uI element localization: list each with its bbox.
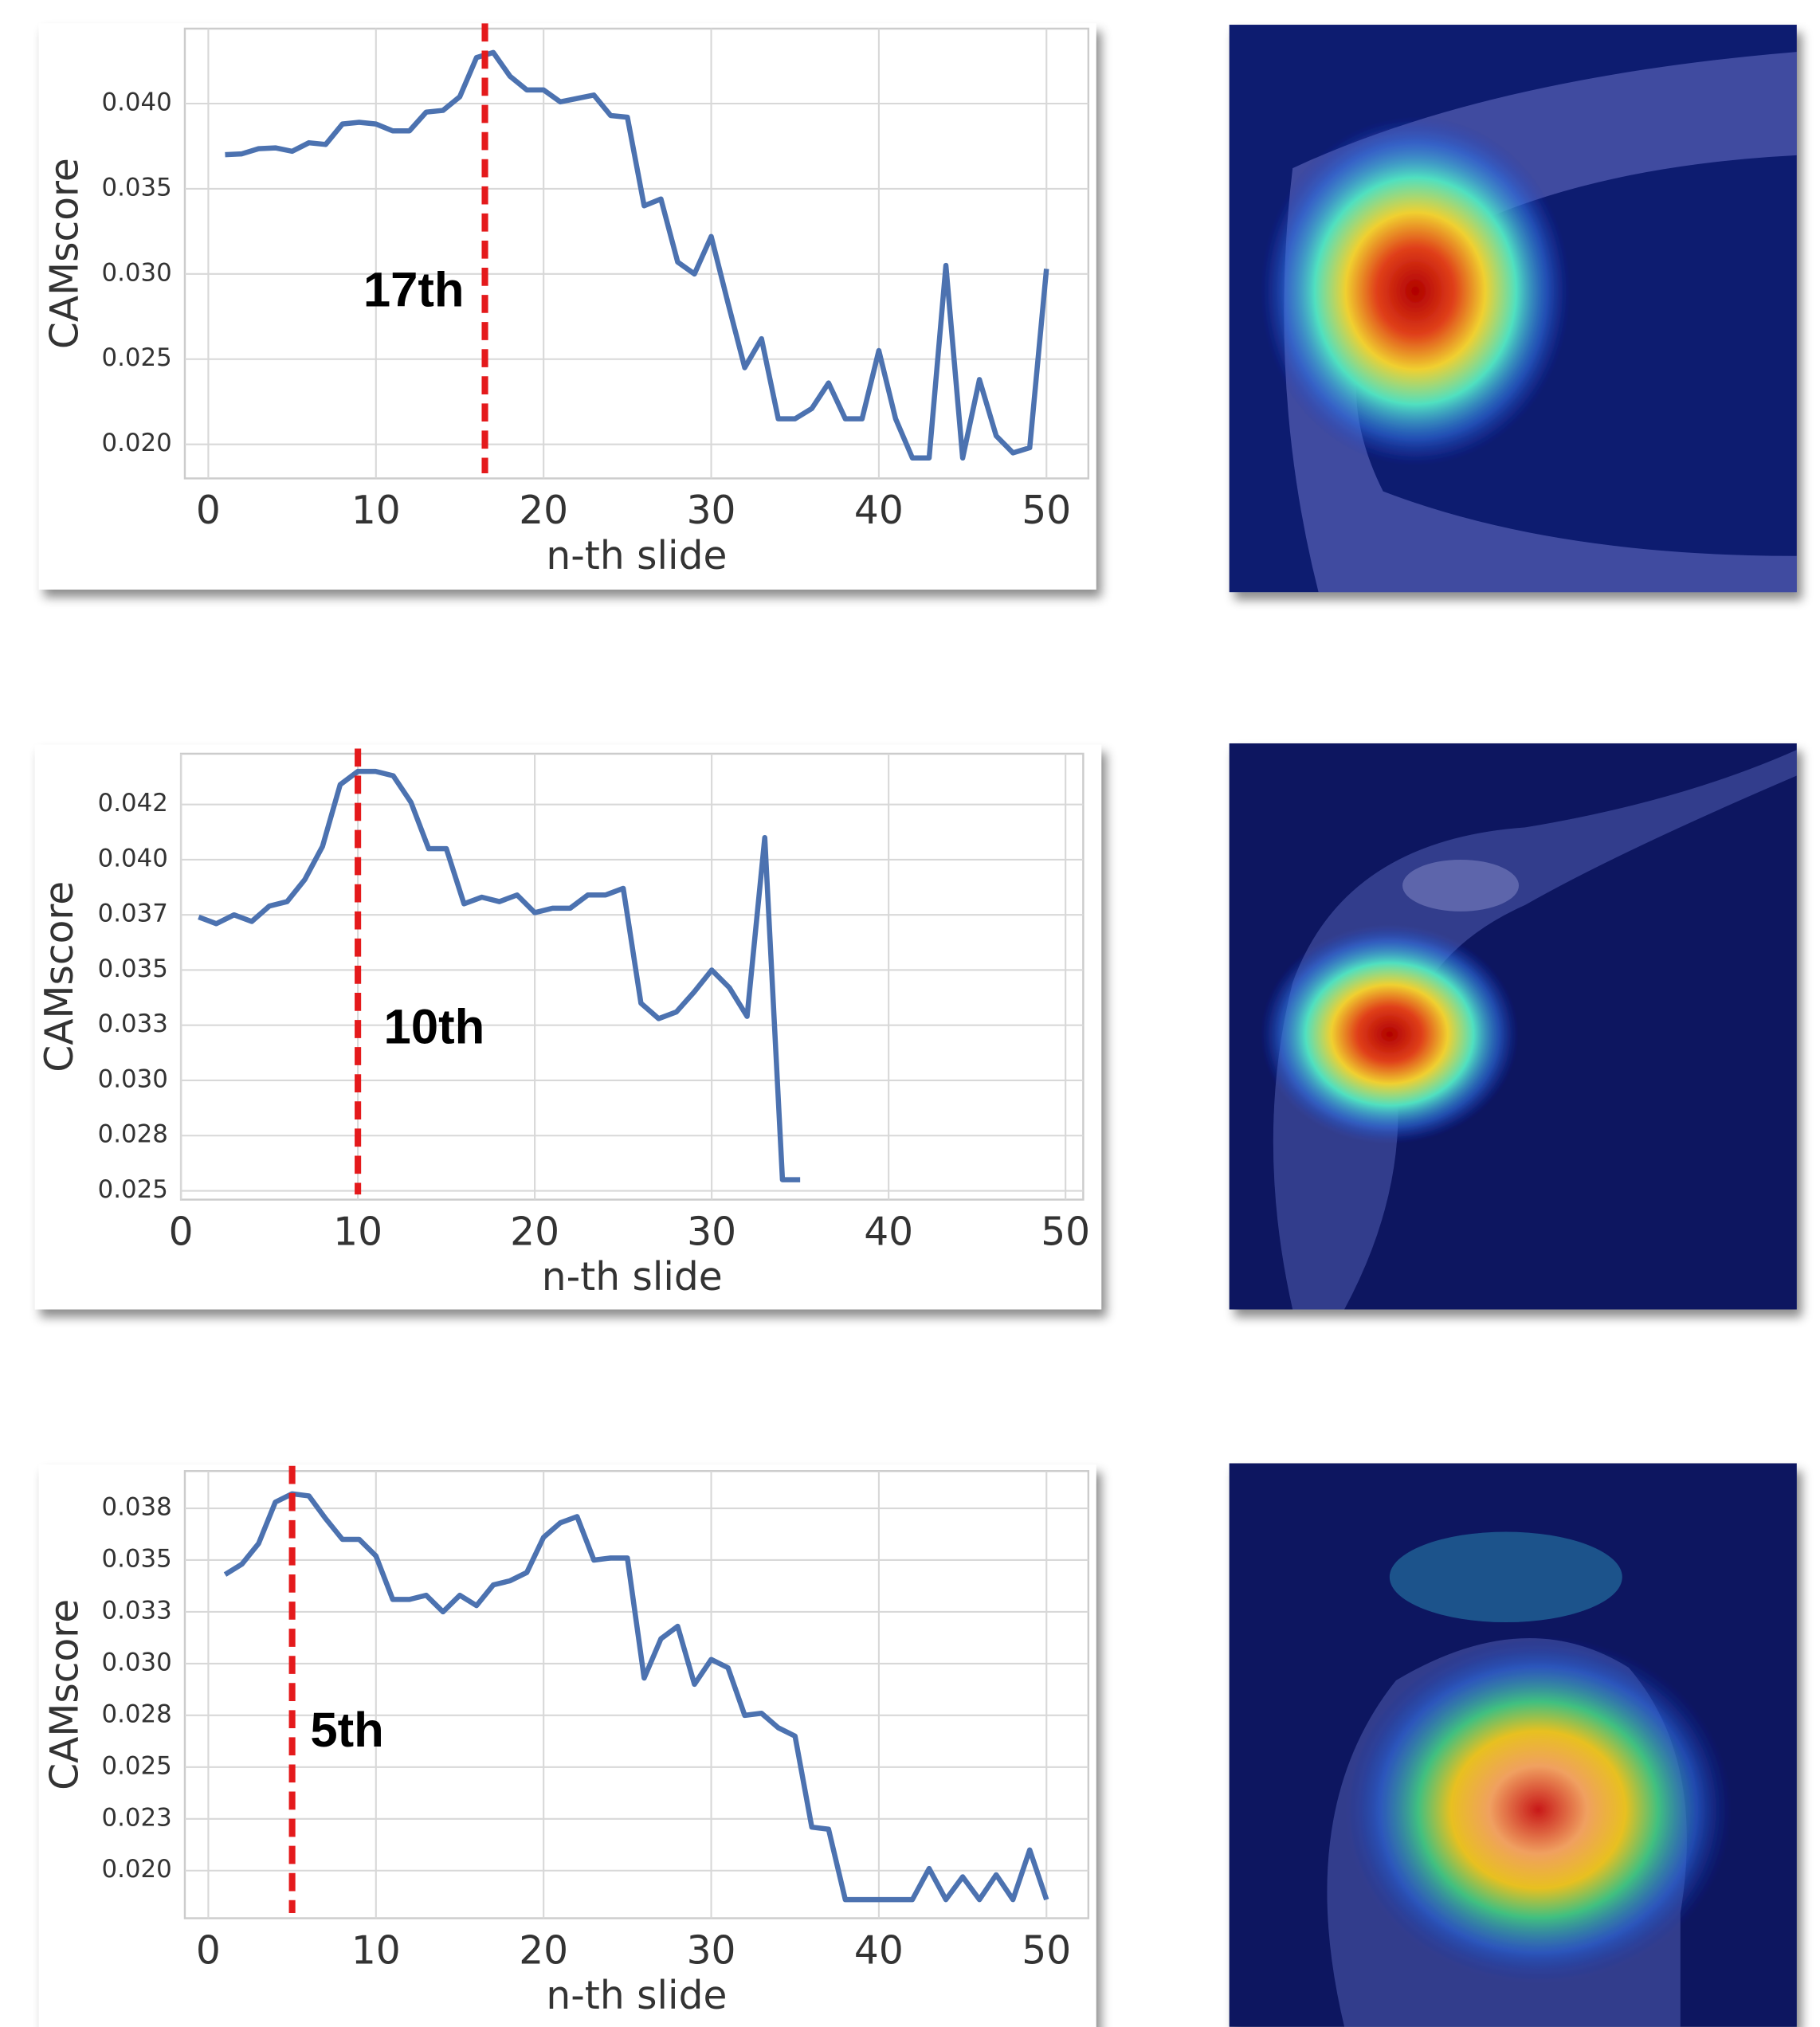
x-axis-label: n-th slide bbox=[542, 1255, 723, 1300]
y-tick-label: 0.030 bbox=[98, 1064, 168, 1093]
y-axis-label: CAMscore bbox=[37, 881, 82, 1072]
y-tick-label: 0.020 bbox=[102, 1855, 172, 1884]
figure: 0.020 0.025 0.030 0.035 0.040 0 10 20 30 40 50 n-th… bbox=[0, 0, 1820, 2027]
plot-area bbox=[181, 754, 1083, 1200]
y-axis-label: CAMscore bbox=[42, 158, 87, 349]
plot-area bbox=[185, 29, 1088, 479]
x-tick-label: 10 bbox=[351, 488, 401, 533]
y-tick-label: 0.020 bbox=[102, 429, 172, 457]
x-tick-label: 0 bbox=[169, 1210, 194, 1254]
x-axis-label: n-th slide bbox=[546, 534, 727, 578]
x-tick-label: 20 bbox=[519, 488, 568, 533]
x-tick-label: 20 bbox=[510, 1210, 559, 1254]
y-tick-label: 0.042 bbox=[98, 789, 168, 817]
x-axis-label: n-th slide bbox=[546, 1974, 727, 2018]
y-axis-label: CAMscore bbox=[42, 1599, 87, 1790]
x-tick-label: 30 bbox=[687, 1210, 736, 1254]
y-tick-label: 0.025 bbox=[98, 1175, 168, 1204]
y-tick-label: 0.035 bbox=[98, 955, 168, 983]
y-tick-label: 0.033 bbox=[98, 1010, 168, 1038]
x-tick-label: 50 bbox=[1022, 1928, 1071, 1973]
x-tick-label: 10 bbox=[333, 1210, 382, 1254]
annotation: 10th bbox=[384, 999, 485, 1054]
y-tick-label: 0.035 bbox=[102, 1544, 172, 1573]
x-tick-label: 40 bbox=[854, 1928, 904, 1973]
x-tick-label: 0 bbox=[196, 488, 221, 533]
y-tick-label: 0.028 bbox=[102, 1700, 172, 1728]
x-tick-label: 30 bbox=[687, 1928, 736, 1973]
heatmap-image bbox=[1230, 1464, 1797, 2027]
y-tick-label: 0.023 bbox=[102, 1803, 172, 1832]
annotation: 17th bbox=[363, 263, 465, 318]
x-tick-label: 40 bbox=[864, 1210, 913, 1254]
y-tick-label: 0.040 bbox=[98, 844, 168, 872]
x-tick-label: 40 bbox=[854, 488, 904, 533]
x-tick-label: 20 bbox=[519, 1928, 568, 1973]
y-tick-label: 0.025 bbox=[102, 343, 172, 372]
x-tick-label: 50 bbox=[1041, 1210, 1090, 1254]
y-tick-label: 0.035 bbox=[102, 173, 172, 202]
heatmap-image bbox=[1230, 25, 1797, 592]
y-tick-label: 0.028 bbox=[98, 1120, 168, 1149]
x-tick-label: 10 bbox=[351, 1928, 401, 1973]
annotation: 5th bbox=[310, 1703, 383, 1758]
y-tick-label: 0.030 bbox=[102, 1648, 172, 1676]
y-tick-label: 0.038 bbox=[102, 1493, 172, 1522]
heatmap-image bbox=[1230, 743, 1797, 1310]
y-tick-label: 0.025 bbox=[102, 1751, 172, 1780]
x-tick-label: 50 bbox=[1022, 488, 1071, 533]
y-tick-label: 0.037 bbox=[98, 900, 168, 928]
y-tick-label: 0.030 bbox=[102, 258, 172, 287]
x-tick-label: 0 bbox=[196, 1928, 221, 1973]
y-tick-label: 0.040 bbox=[102, 88, 172, 117]
plot-area bbox=[185, 1471, 1088, 1918]
x-tick-label: 30 bbox=[687, 488, 736, 533]
y-tick-label: 0.033 bbox=[102, 1596, 172, 1625]
